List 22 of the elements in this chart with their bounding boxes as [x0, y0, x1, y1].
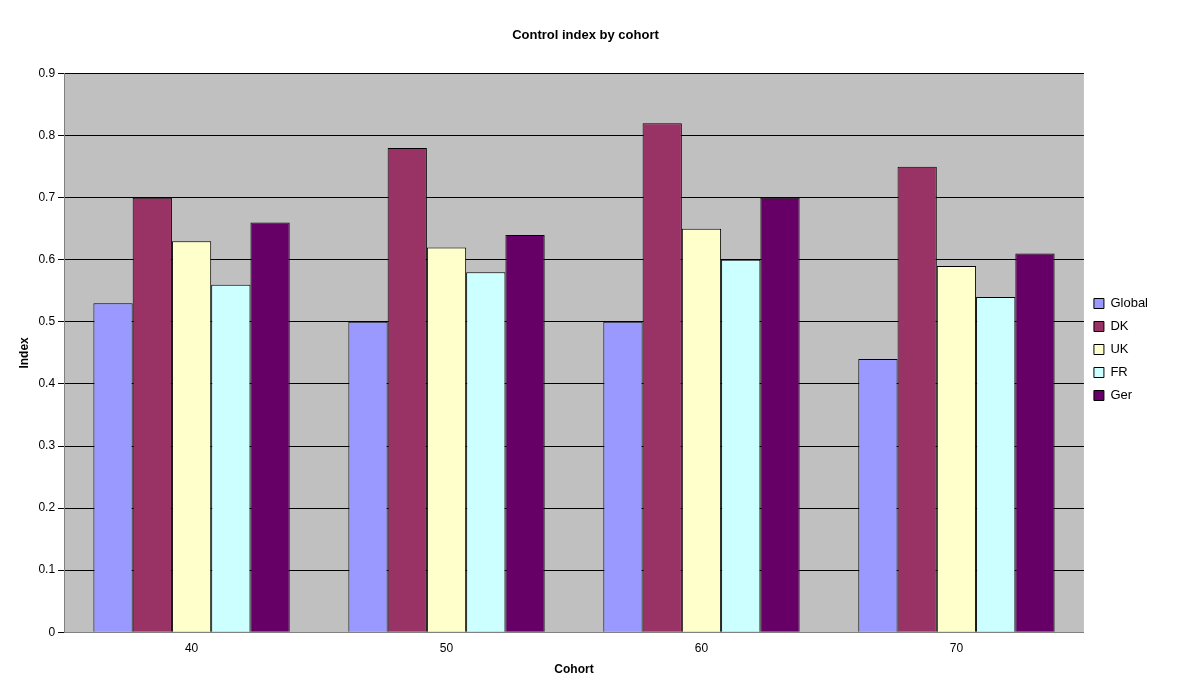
x-tick-label: 40 — [184, 640, 199, 655]
chart-title: Control index by cohort — [512, 27, 660, 43]
y-tick-label: 0.6 — [38, 252, 56, 267]
legend-label: Global — [1110, 295, 1149, 311]
x-axis-title: Cohort — [554, 662, 594, 677]
x-tick-label: 70 — [949, 640, 964, 655]
y-tick-label: 0.3 — [38, 438, 56, 453]
y-tick-label: 0.5 — [38, 314, 56, 329]
y-tick-label: 0.1 — [38, 562, 56, 577]
y-tick-label: 0.4 — [38, 376, 56, 391]
legend-label: Ger — [1110, 387, 1133, 403]
y-tick-label: 0.2 — [38, 500, 56, 515]
x-tick-label: 60 — [694, 640, 709, 655]
y-tick-label: 0 — [48, 624, 56, 639]
y-tick-label: 0.8 — [38, 127, 56, 142]
y-tick-label: 0.9 — [38, 65, 56, 80]
y-tick-label: 0.7 — [38, 190, 56, 205]
x-tick-label: 50 — [439, 640, 454, 655]
legend-label: UK — [1110, 341, 1129, 357]
legend-label: DK — [1110, 318, 1129, 334]
legend-label: FR — [1110, 364, 1128, 380]
y-axis-title: Index — [16, 336, 31, 369]
